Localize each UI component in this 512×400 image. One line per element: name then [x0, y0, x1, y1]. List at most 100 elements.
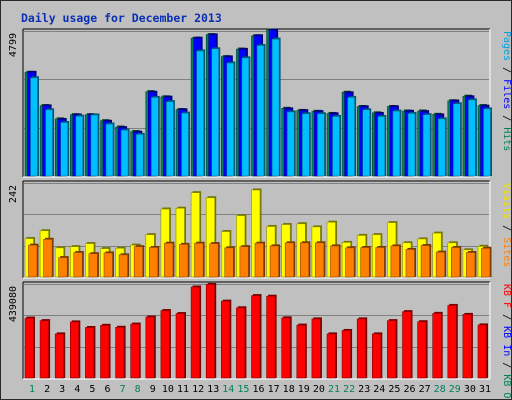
x-tick-label: 6 — [104, 384, 110, 395]
x-tick-label: 4 — [74, 384, 80, 395]
panel-visits: 242 Visits / Sites — [8, 180, 511, 279]
bar-fill — [70, 321, 80, 379]
bar-fill — [371, 333, 382, 379]
bar-fill — [269, 245, 279, 278]
bar — [392, 109, 402, 177]
bar-fill — [405, 249, 415, 278]
bar-fill — [205, 284, 215, 379]
x-tick-label: 19 — [298, 384, 310, 395]
bar — [266, 294, 277, 379]
bar-fill — [468, 99, 476, 177]
bar — [390, 244, 401, 278]
bar — [105, 122, 115, 177]
bar — [120, 128, 130, 177]
bar-fill — [226, 62, 235, 177]
x-tick-label: 22 — [343, 384, 355, 395]
bar — [75, 114, 85, 177]
series-sites — [28, 237, 492, 278]
bar — [151, 95, 160, 177]
bar — [341, 328, 353, 379]
bar-fill — [347, 97, 355, 177]
bar — [317, 112, 326, 177]
bar-fill — [145, 316, 155, 379]
bar — [166, 100, 175, 177]
bar-fill — [166, 101, 174, 177]
bar — [330, 244, 341, 278]
bar — [432, 311, 443, 379]
bar — [437, 117, 447, 177]
bar-fill — [190, 286, 200, 379]
bar-fill — [450, 247, 461, 278]
legend-part: / — [501, 356, 511, 374]
bar — [236, 306, 247, 379]
bar — [24, 316, 35, 379]
x-tick-label: 15 — [237, 384, 249, 395]
bar-fill — [175, 313, 185, 379]
bar — [209, 242, 220, 278]
bar-fill — [296, 324, 306, 379]
panel-kbytes: 439080 KB F / KB In / KB Out — [8, 281, 511, 399]
bar-fill — [135, 134, 144, 177]
legend-part: KB In — [501, 326, 511, 356]
bar — [115, 325, 126, 379]
bar — [54, 332, 66, 379]
x-tick-label: 11 — [177, 384, 189, 395]
bar-fill — [209, 243, 219, 278]
bar-fill — [271, 38, 280, 177]
bar-fill — [75, 115, 84, 177]
x-tick-label: 8 — [135, 384, 141, 395]
x-tick-label: 30 — [464, 384, 476, 395]
bar — [60, 121, 70, 177]
bar — [39, 319, 51, 379]
x-tick-label: 7 — [120, 384, 126, 395]
bar — [164, 241, 175, 278]
bar-fill — [149, 247, 159, 278]
bar — [422, 113, 432, 177]
bar-fill — [100, 325, 110, 379]
x-tick-label: 21 — [328, 384, 340, 395]
bar — [345, 246, 356, 278]
bar — [181, 111, 190, 177]
bar — [226, 61, 236, 177]
x-tick-label: 25 — [388, 384, 400, 395]
bar-fill — [85, 327, 95, 379]
bar-fill — [462, 314, 472, 379]
x-tick-label: 29 — [449, 384, 461, 395]
x-tick-label: 24 — [373, 384, 385, 395]
x-tick-label: 27 — [419, 384, 431, 395]
x-tick-label: 26 — [403, 384, 415, 395]
bar-fill — [239, 246, 249, 278]
bar — [211, 47, 221, 177]
bar-fill — [447, 305, 457, 379]
x-tick-label: 23 — [358, 384, 370, 395]
bar — [360, 245, 371, 278]
bar — [286, 110, 296, 177]
bar-fill — [452, 103, 461, 177]
bar-fill — [39, 320, 49, 379]
bar-fill — [375, 247, 385, 278]
bar-fill — [133, 246, 143, 278]
bar-fill — [251, 295, 261, 379]
legend-part: KB Out — [501, 374, 511, 399]
legend-part: / — [501, 61, 511, 79]
bar-fill — [211, 48, 219, 177]
bar — [450, 245, 462, 278]
bar — [190, 285, 202, 379]
bar — [420, 244, 432, 278]
bar-fill — [130, 323, 140, 379]
bar-fill — [224, 247, 234, 278]
bar — [179, 242, 190, 278]
x-tick-label: 3 — [59, 384, 65, 395]
series-pages — [30, 37, 492, 177]
bar — [332, 114, 341, 177]
bar — [269, 244, 281, 278]
bar-fill — [481, 247, 491, 278]
panel-legend-hits: Pages / Files / Hits — [501, 31, 511, 151]
bar-fill — [103, 252, 113, 278]
bar — [205, 282, 217, 379]
bar — [88, 252, 99, 278]
bar — [468, 98, 477, 177]
bar — [377, 114, 387, 177]
bar — [251, 294, 262, 379]
